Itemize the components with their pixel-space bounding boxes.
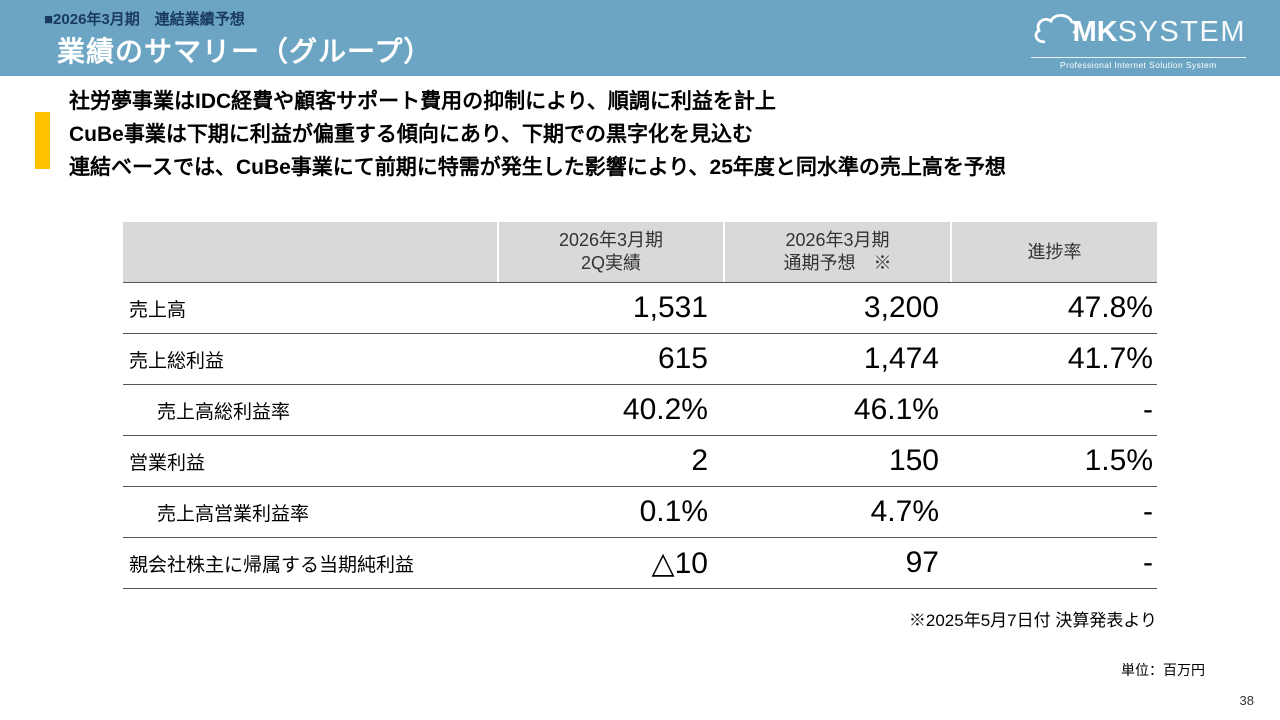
value-progress: -: [1143, 546, 1153, 579]
table-row: 営業利益 2 150 1.5%: [123, 436, 1157, 487]
header-cell-q2: 2026年3月期 2Q実績: [497, 222, 723, 282]
logo-text-system: SYSTEM: [1117, 15, 1246, 48]
value-q2: 2: [691, 444, 708, 477]
table-row: 売上総利益 615 1,474 41.7%: [123, 334, 1157, 385]
unit-note: 単位：百万円: [1121, 662, 1205, 678]
table-body: 売上高 1,531 3,200 47.8% 売上総利益 615 1,474 41…: [123, 282, 1157, 589]
value-q2: 40.2%: [622, 393, 708, 426]
header-forecast-line1: 2026年3月期: [785, 230, 890, 250]
page-title: 業績のサマリー（グループ）: [57, 36, 433, 67]
value-progress: -: [1143, 393, 1153, 426]
header-cell-progress: 進捗率: [950, 222, 1157, 282]
header-cell-forecast: 2026年3月期 通期予想 ※: [723, 222, 950, 282]
row-label: 売上総利益: [129, 350, 225, 372]
table-row: 売上高 1,531 3,200 47.8%: [123, 283, 1157, 334]
value-progress: -: [1143, 495, 1153, 528]
header-q2-line1: 2026年3月期: [558, 230, 664, 250]
row-label: 売上高営業利益率: [157, 503, 310, 525]
value-progress: 41.7%: [1067, 342, 1153, 375]
header-forecast-line2: 通期予想 ※: [783, 253, 892, 273]
value-q2: △10: [651, 546, 708, 580]
value-progress: 47.8%: [1067, 291, 1153, 324]
row-label: 売上高: [129, 299, 187, 321]
value-forecast: 150: [888, 444, 939, 477]
summary-line: 社労夢事業はIDC経費や顧客サポート費用の抑制により、順調に利益を計上: [69, 90, 776, 113]
value-forecast: 3,200: [863, 291, 939, 324]
value-q2: 1,531: [632, 291, 708, 324]
logo-row: MK SYSTEM: [1031, 10, 1246, 54]
value-forecast: 46.1%: [853, 393, 939, 426]
page-number: 38: [1239, 693, 1254, 708]
value-q2: 0.1%: [639, 495, 708, 528]
header-cell-blank: [123, 222, 497, 282]
header-q2-line2: 2Q実績: [580, 253, 641, 273]
logo-text-mk: MK: [1072, 15, 1118, 48]
value-progress: 1.5%: [1084, 444, 1153, 477]
row-label: 営業利益: [129, 452, 206, 474]
company-logo: MK SYSTEM Professional Internet Solution …: [1030, 10, 1246, 70]
header-progress-label: 進捗率: [1027, 241, 1082, 262]
summary-line: 連結ベースでは、CuBe事業にて前期に特需が発生した影響により、25年度と同水準…: [69, 156, 1006, 179]
footnote: ※2025年5月7日付 決算発表より: [908, 611, 1157, 630]
value-forecast: 97: [905, 546, 939, 579]
section-kicker: ■2026年3月期 連結業績予想: [44, 11, 245, 28]
row-label: 親会社株主に帰属する当期純利益: [129, 554, 415, 576]
table-header: 2026年3月期 2Q実績 2026年3月期 通期予想 ※ 進捗率: [123, 222, 1157, 282]
cloud-icon: [1034, 14, 1079, 44]
accent-bar: [35, 112, 50, 169]
summary-line: CuBe事業は下期に利益が偏重する傾向にあり、下期での黒字化を見込む: [69, 123, 753, 146]
table-row: 親会社株主に帰属する当期純利益 △10 97 -: [123, 538, 1157, 589]
value-forecast: 1,474: [863, 342, 939, 375]
table-row: 売上高総利益率 40.2% 46.1% -: [123, 385, 1157, 436]
top-banner: ■2026年3月期 連結業績予想 業績のサマリー（グループ） MK SYSTEM …: [0, 0, 1280, 76]
logo-tagline: Professional Internet Solution System: [1030, 57, 1246, 70]
summary-text: 社労夢事業はIDC経費や顧客サポート費用の抑制により、順調に利益を計上 CuBe…: [69, 85, 1006, 184]
row-label: 売上高総利益率: [157, 401, 291, 423]
value-q2: 615: [657, 342, 708, 375]
table-row: 売上高営業利益率 0.1% 4.7% -: [123, 487, 1157, 538]
value-forecast: 4.7%: [870, 495, 939, 528]
performance-table: 2026年3月期 2Q実績 2026年3月期 通期予想 ※ 進捗率 売上高 1,…: [123, 222, 1157, 589]
